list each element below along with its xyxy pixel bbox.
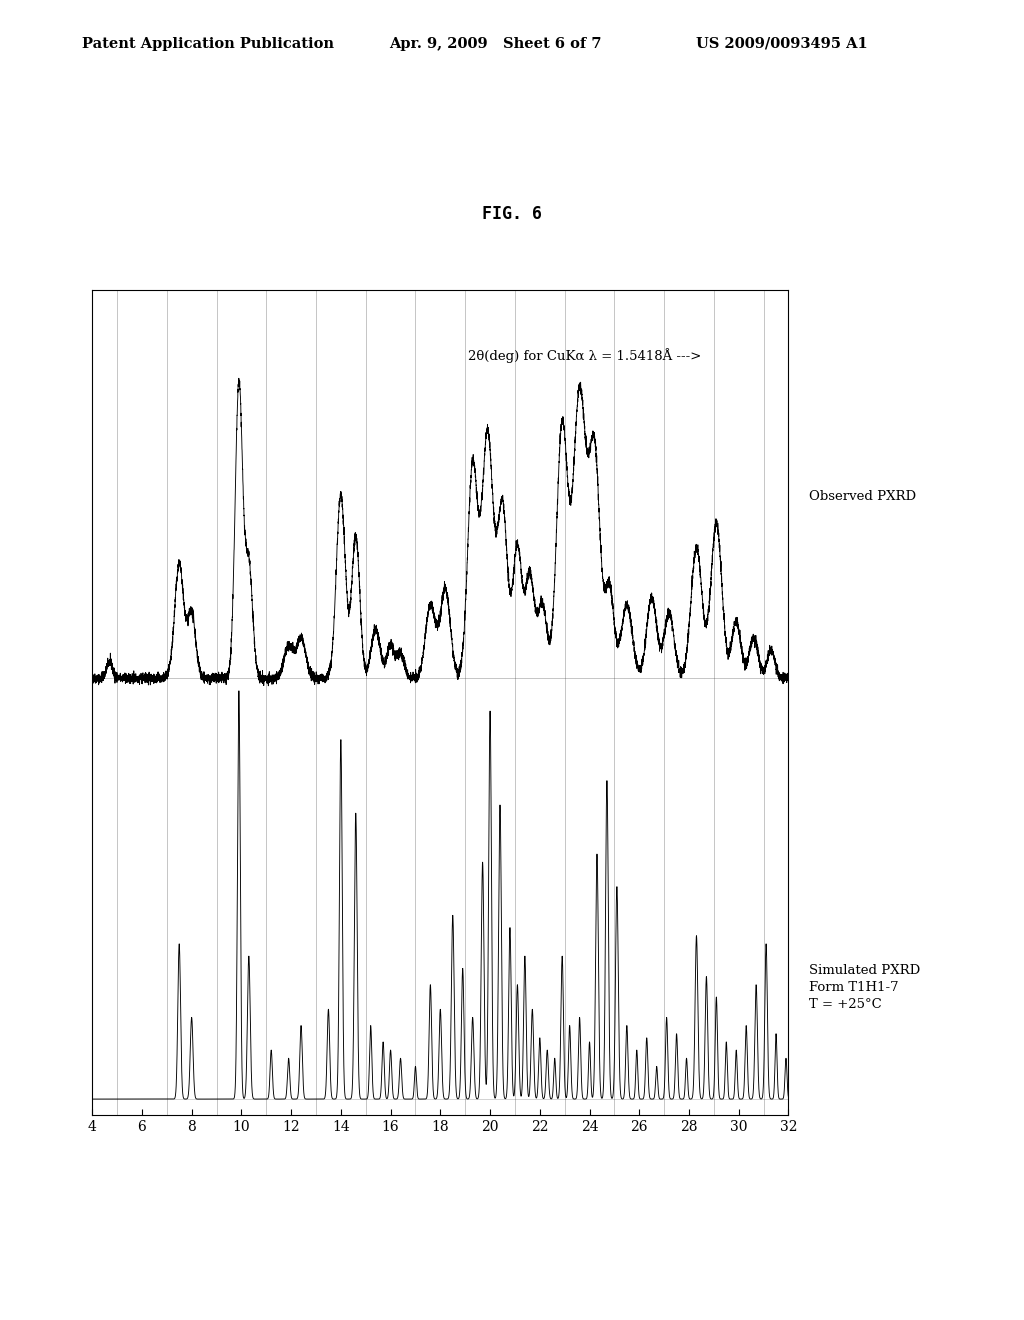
Text: Observed PXRD: Observed PXRD <box>809 490 916 503</box>
Text: 2θ(deg) for CuKα λ = 1.5418Å --->: 2θ(deg) for CuKα λ = 1.5418Å ---> <box>468 348 701 363</box>
Text: Apr. 9, 2009   Sheet 6 of 7: Apr. 9, 2009 Sheet 6 of 7 <box>389 37 602 51</box>
Text: Patent Application Publication: Patent Application Publication <box>82 37 334 51</box>
Text: Simulated PXRD
Form T1H1-7
T = +25°C: Simulated PXRD Form T1H1-7 T = +25°C <box>809 964 921 1011</box>
Text: FIG. 6: FIG. 6 <box>482 205 542 223</box>
Text: US 2009/0093495 A1: US 2009/0093495 A1 <box>696 37 868 51</box>
